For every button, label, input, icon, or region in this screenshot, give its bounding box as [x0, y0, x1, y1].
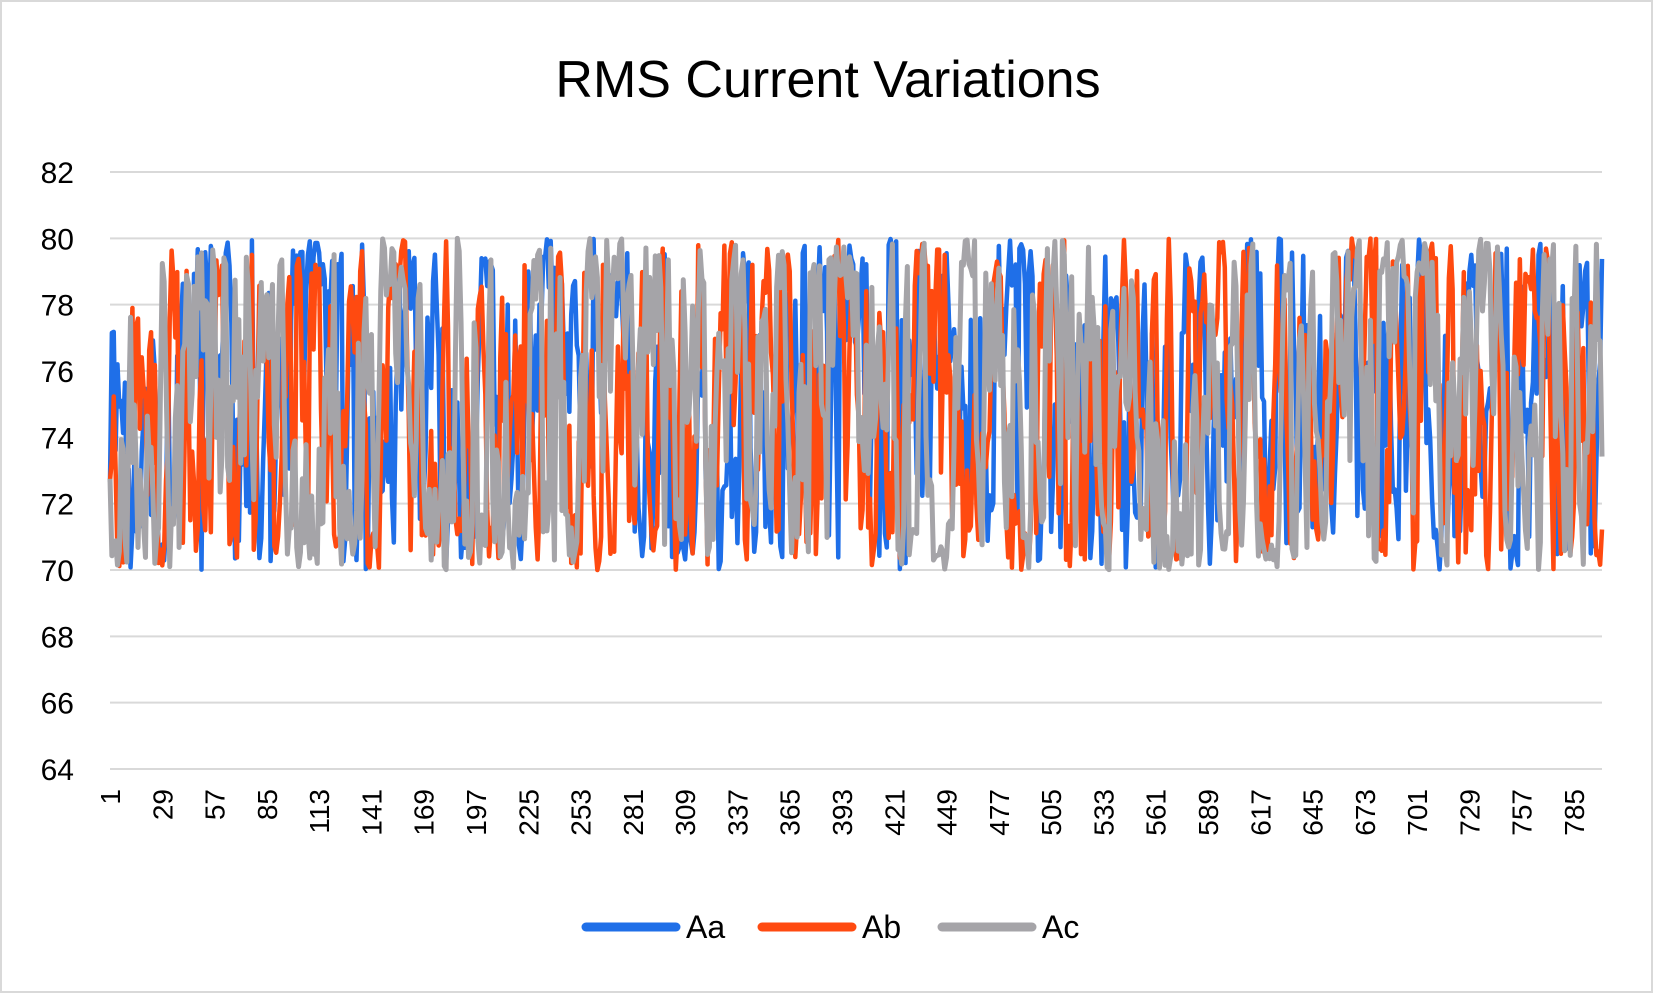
y-tick-label: 66: [41, 688, 74, 721]
legend-label-ac: Ac: [1042, 909, 1079, 945]
x-tick-label: 561: [1141, 789, 1172, 836]
y-tick-label: 82: [41, 157, 74, 190]
x-tick-label: 85: [252, 789, 283, 820]
x-tick-label: 477: [984, 789, 1015, 836]
x-tick-label: 589: [1193, 789, 1224, 836]
x-tick-label: 281: [618, 789, 649, 836]
y-tick-label: 68: [41, 621, 74, 654]
y-tick-label: 80: [41, 223, 74, 256]
x-tick-label: 757: [1507, 789, 1538, 836]
legend: Aa Ab Ac: [581, 909, 1079, 945]
y-tick-label: 72: [41, 489, 74, 522]
x-tick-label: 57: [200, 789, 231, 820]
x-tick-label: 365: [775, 789, 806, 836]
x-tick-label: 309: [670, 789, 701, 836]
series-lines: [107, 235, 1605, 573]
y-tick-label: 76: [41, 356, 74, 389]
x-tick-label: 169: [409, 789, 440, 836]
series-line-ac: [107, 235, 1605, 573]
x-tick-label: 645: [1298, 789, 1329, 836]
x-tick-label: 141: [356, 789, 387, 836]
chart-title: RMS Current Variations: [555, 51, 1100, 109]
legend-label-aa: Aa: [686, 909, 725, 945]
x-tick-label: 617: [1245, 789, 1276, 836]
x-tick-label: 505: [1036, 789, 1067, 836]
x-tick-label: 393: [827, 789, 858, 836]
x-tick-label: 225: [513, 789, 544, 836]
x-tick-label: 421: [879, 789, 910, 836]
x-tick-label: 785: [1559, 789, 1590, 836]
y-axis: 64 66 68 70 72 74 76 78 80 82: [41, 157, 74, 787]
x-axis: 1 29 57 85 113 141 169 197 225 253 281 309 337 365 393…: [95, 789, 1590, 836]
x-tick-label: 337: [722, 789, 753, 836]
x-tick-label: 1: [95, 789, 126, 805]
y-tick-label: 70: [41, 555, 74, 588]
x-tick-label: 253: [566, 789, 597, 836]
x-tick-label: 673: [1350, 789, 1381, 836]
x-tick-label: 29: [147, 789, 178, 820]
x-tick-label: 729: [1454, 789, 1485, 836]
x-tick-label: 113: [304, 789, 335, 834]
y-tick-label: 78: [41, 290, 74, 323]
x-tick-label: 533: [1088, 789, 1119, 836]
legend-label-ab: Ab: [862, 909, 901, 945]
x-tick-label: 197: [461, 789, 492, 836]
y-tick-label: 64: [41, 754, 74, 787]
x-tick-label: 449: [932, 789, 963, 836]
x-tick-label: 701: [1402, 789, 1433, 836]
y-tick-label: 74: [41, 422, 74, 455]
